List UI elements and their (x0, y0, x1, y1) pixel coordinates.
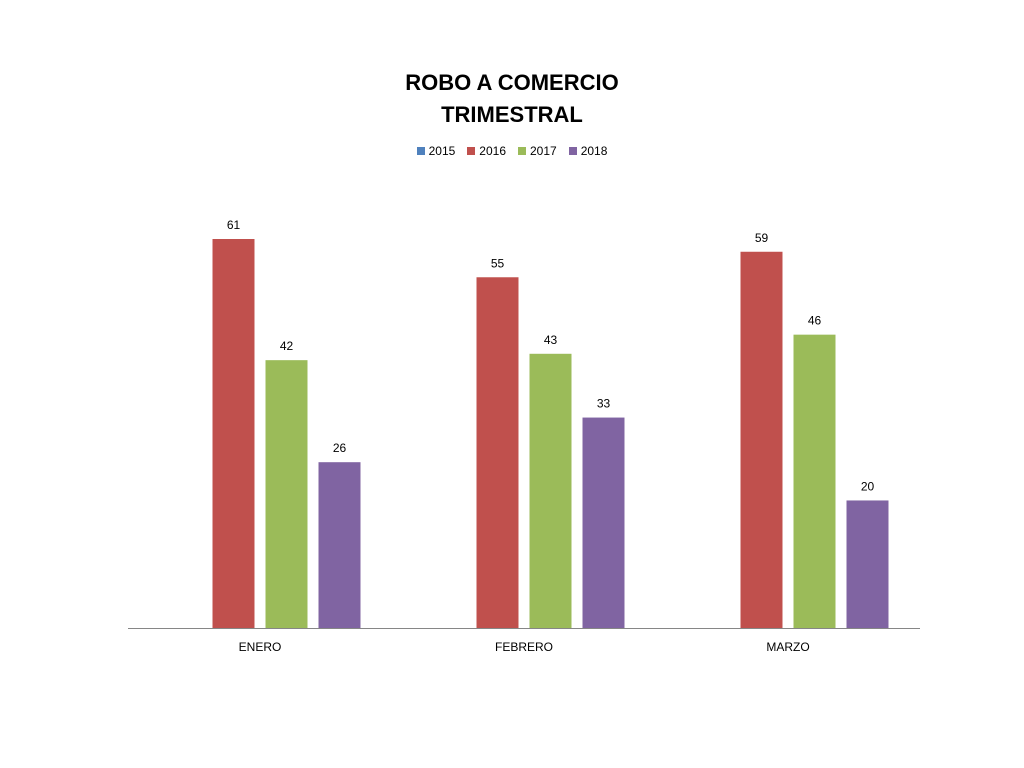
legend-label-2015: 2015 (428, 144, 456, 158)
legend-label-2016: 2016 (479, 144, 506, 158)
data-label-marzo-2017: 46 (808, 314, 822, 328)
chart-title-line-2: TRIMESTRAL (441, 102, 583, 127)
data-label-enero-2018: 26 (333, 441, 347, 455)
chart-legend: 2015 2016 2017 2018 (0, 144, 1024, 158)
legend-swatch-2015 (416, 147, 425, 155)
bar-marzo-2016 (740, 251, 783, 629)
data-label-enero-2016: 61 (227, 218, 241, 232)
data-label-febrero-2016: 55 (491, 256, 505, 270)
legend-swatch-2017 (518, 147, 526, 155)
bar-marzo-2017 (793, 334, 836, 628)
legend-item-2017: 2017 (518, 144, 557, 158)
bar-febrero-2017 (529, 353, 572, 628)
bar-enero-2017 (265, 360, 308, 628)
data-label-marzo-2016: 59 (755, 231, 769, 245)
legend-label-2018: 2018 (580, 144, 608, 158)
legend-item-2018: 2018 (568, 144, 608, 158)
legend-swatch-2018 (568, 147, 577, 155)
bar-febrero-2018 (582, 417, 625, 628)
bar-marzo-2018 (846, 500, 889, 628)
data-label-marzo-2018: 20 (861, 479, 875, 493)
legend-item-2015: 2015 (416, 144, 456, 158)
data-label-febrero-2017: 43 (544, 333, 558, 347)
x-tick-label-enero: ENERO (239, 640, 282, 654)
legend-label-2017: 2017 (530, 144, 557, 158)
legend-swatch-2016 (467, 147, 476, 155)
chart-title-line-1: ROBO A COMERCIO (405, 70, 619, 95)
legend-item-2016: 2016 (467, 144, 506, 158)
x-tick-label-marzo: MARZO (766, 640, 809, 654)
data-label-enero-2017: 42 (280, 339, 294, 353)
bar-enero-2018 (318, 462, 361, 628)
bar-enero-2016 (212, 239, 255, 628)
data-label-febrero-2018: 33 (597, 397, 611, 411)
bar-febrero-2016 (476, 277, 519, 628)
x-tick-label-febrero: FEBRERO (495, 640, 553, 654)
